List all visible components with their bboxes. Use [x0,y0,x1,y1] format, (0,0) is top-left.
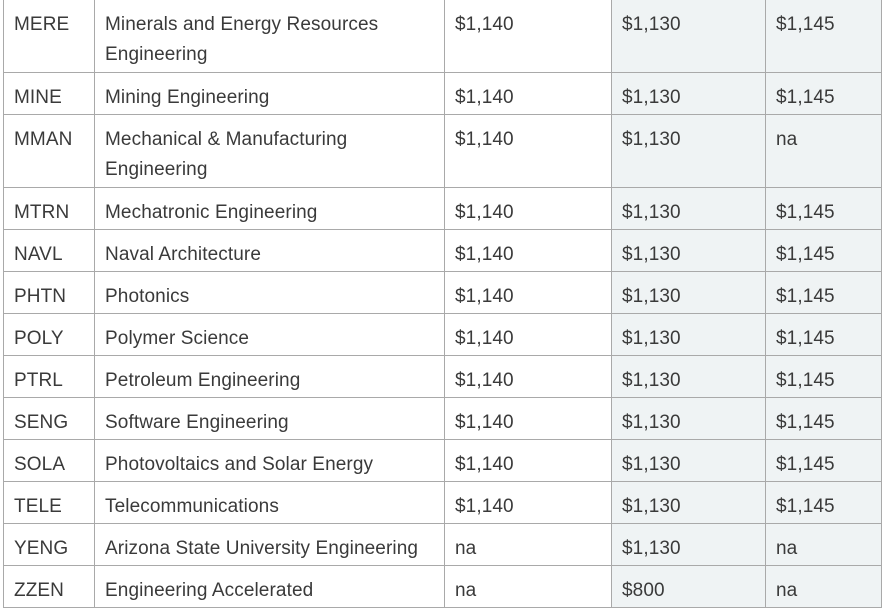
fees-table-body: MERE Minerals and Energy Resources Engin… [3,0,882,608]
fee-cell-col4: $1,130 [611,439,766,482]
table-row: MINE Mining Engineering $1,140 $1,130 $1… [3,72,882,115]
course-code-cell: MTRN [3,187,95,230]
fee-cell-col4: $1,130 [611,397,766,440]
course-name-cell: Arizona State University Engineering [94,523,445,566]
fee-cell-col3: $1,140 [444,0,612,73]
fee-cell-col5: na [765,565,882,608]
course-name-cell: Software Engineering [94,397,445,440]
course-name-cell: Mechanical & Manufacturing Engineering [94,114,445,188]
course-code-cell: SENG [3,397,95,440]
course-code-cell: SOLA [3,439,95,482]
course-code-cell: ZZEN [3,565,95,608]
course-code-cell: PHTN [3,271,95,314]
fee-cell-col5: $1,145 [765,397,882,440]
fees-table: MERE Minerals and Energy Resources Engin… [3,0,882,608]
table-row: MMAN Mechanical & Manufacturing Engineer… [3,114,882,188]
fee-cell-col5: na [765,114,882,188]
course-name-cell: Petroleum Engineering [94,355,445,398]
fee-cell-col5: $1,145 [765,313,882,356]
course-code-cell: MMAN [3,114,95,188]
course-name-cell: Mechatronic Engineering [94,187,445,230]
fee-cell-col5: $1,145 [765,187,882,230]
course-code-cell: NAVL [3,229,95,272]
course-name-cell: Engineering Accelerated [94,565,445,608]
table-row: POLY Polymer Science $1,140 $1,130 $1,14… [3,313,882,356]
fee-cell-col5: $1,145 [765,72,882,115]
fee-cell-col3: $1,140 [444,114,612,188]
fee-cell-col5: $1,145 [765,229,882,272]
table-row: ZZEN Engineering Accelerated na $800 na [3,565,882,608]
table-row: SOLA Photovoltaics and Solar Energy $1,1… [3,439,882,482]
fee-cell-col4: $1,130 [611,229,766,272]
table-row: MERE Minerals and Energy Resources Engin… [3,0,882,73]
course-code-cell: POLY [3,313,95,356]
course-code-cell: YENG [3,523,95,566]
fee-cell-col5: $1,145 [765,0,882,73]
course-name-cell: Polymer Science [94,313,445,356]
fee-cell-col3: $1,140 [444,271,612,314]
course-code-cell: TELE [3,481,95,524]
fee-cell-col3: $1,140 [444,187,612,230]
fee-cell-col4: $1,130 [611,187,766,230]
fee-cell-col5: $1,145 [765,481,882,524]
table-row: NAVL Naval Architecture $1,140 $1,130 $1… [3,229,882,272]
fee-cell-col3: $1,140 [444,313,612,356]
course-name-cell: Photovoltaics and Solar Energy [94,439,445,482]
fee-cell-col3: $1,140 [444,72,612,115]
fee-cell-col5: $1,145 [765,271,882,314]
course-name-cell: Minerals and Energy Resources Engineerin… [94,0,445,73]
fee-cell-col5: $1,145 [765,439,882,482]
course-code-cell: PTRL [3,355,95,398]
course-code-cell: MINE [3,72,95,115]
fee-cell-col4: $1,130 [611,313,766,356]
fee-cell-col4: $1,130 [611,0,766,73]
fee-cell-col4: $1,130 [611,271,766,314]
course-name-cell: Photonics [94,271,445,314]
table-row: SENG Software Engineering $1,140 $1,130 … [3,397,882,440]
fee-cell-col4: $1,130 [611,355,766,398]
table-row: PTRL Petroleum Engineering $1,140 $1,130… [3,355,882,398]
table-row: TELE Telecommunications $1,140 $1,130 $1… [3,481,882,524]
fee-cell-col4: $1,130 [611,523,766,566]
fee-cell-col3: $1,140 [444,481,612,524]
course-code-cell: MERE [3,0,95,73]
fee-cell-col3: $1,140 [444,397,612,440]
fee-cell-col3: $1,140 [444,229,612,272]
table-row: MTRN Mechatronic Engineering $1,140 $1,1… [3,187,882,230]
fee-cell-col3: na [444,565,612,608]
course-name-cell: Naval Architecture [94,229,445,272]
fee-cell-col4: $800 [611,565,766,608]
course-name-cell: Telecommunications [94,481,445,524]
fee-cell-col5: na [765,523,882,566]
table-row: PHTN Photonics $1,140 $1,130 $1,145 [3,271,882,314]
table-row: YENG Arizona State University Engineerin… [3,523,882,566]
fee-cell-col3: $1,140 [444,355,612,398]
fee-cell-col3: na [444,523,612,566]
fee-cell-col4: $1,130 [611,72,766,115]
fee-cell-col4: $1,130 [611,481,766,524]
course-name-cell: Mining Engineering [94,72,445,115]
fee-cell-col5: $1,145 [765,355,882,398]
fee-cell-col4: $1,130 [611,114,766,188]
fee-cell-col3: $1,140 [444,439,612,482]
